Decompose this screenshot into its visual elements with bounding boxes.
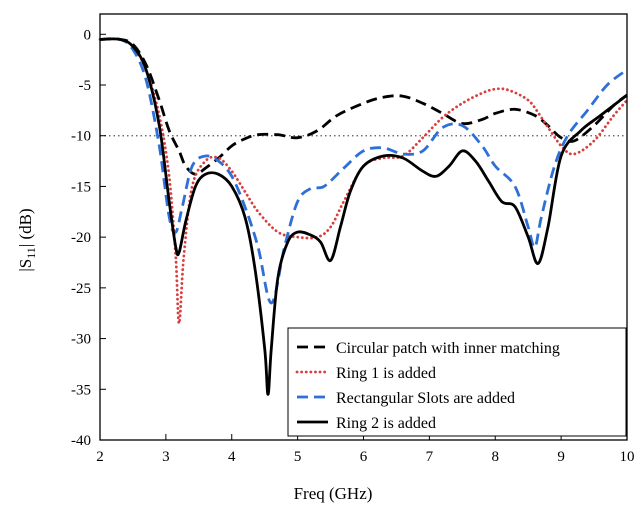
series-line-ring-1-is-added [98,37,629,325]
legend-label: Circular patch with inner matching [336,340,560,357]
x-tick-label: 9 [557,449,565,465]
y-tick-label: -20 [71,230,91,246]
y-tick-label: -40 [71,433,91,449]
y-tick-label: -10 [71,129,91,145]
x-axis-title: Freq (GHz) [294,484,373,503]
y-tick-label: -15 [71,179,91,195]
y-tick-label: -35 [71,382,91,398]
x-tick-label: 2 [96,449,104,465]
y-tick-label: -5 [79,78,92,94]
series-line-rectangular-slots-are-added [99,37,628,305]
series-line-ring-2-is-added [99,37,628,396]
y-axis-title-tail: | (dB) [16,208,35,247]
x-tick-label: 3 [162,449,170,465]
x-tick-label: 7 [426,449,434,465]
x-tick-label: 8 [492,449,500,465]
x-axis: 2 3 4 5 6 7 8 9 10 [96,434,635,465]
legend: Circular patch with inner matching Ring 1… [287,327,627,437]
legend-label: Rectangular Slots are added [336,390,515,407]
y-axis-title-main: |S [16,259,35,272]
x-tick-label: 5 [294,449,302,465]
x-tick-label: 10 [620,449,635,465]
series-line-circular-patch-with-inner-matching [99,37,628,176]
y-tick-label: -25 [71,281,91,297]
legend-label: Ring 2 is added [336,415,436,432]
legend-label: Ring 1 is added [336,365,436,382]
y-tick-label: -30 [71,332,91,348]
x-tick-label: 6 [360,449,368,465]
y-axis: 0 -5 -10 -15 -20 -25 -30 -35 -40 [71,27,106,449]
y-axis-title: |S11| (dB) [16,208,38,271]
series-layer [98,37,629,396]
legend-box [287,327,627,437]
y-tick-label: 0 [84,27,92,43]
y-axis-title-sub: 11 [24,247,38,259]
x-tick-label: 4 [228,449,236,465]
